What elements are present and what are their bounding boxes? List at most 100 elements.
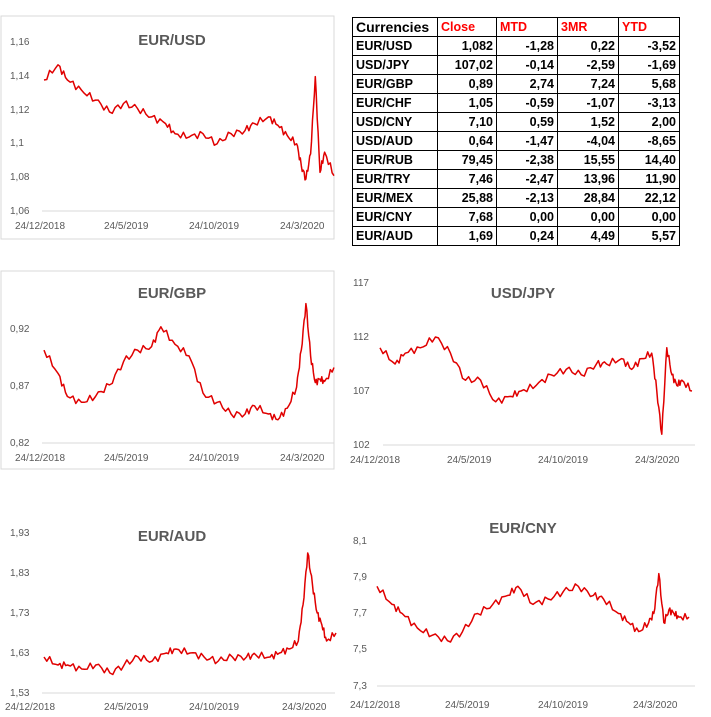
cell-ytd: -1,69 [618,55,680,75]
chart-euraud-xticks: 24/12/2018 24/5/2019 24/10/2019 24/3/202… [5,702,327,713]
chart-usdjpy-svg: USD/JPY 117 112 107 102 24/12/2018 24/5/… [350,278,695,466]
chart-eurusd-svg: EUR/USD 1,16 1,14 1,12 1,1 1,08 1,06 24/… [0,15,335,240]
table-row: EUR/TRY 7,46 -2,47 13,96 11,90 [352,169,680,189]
header-ytd: YTD [618,17,680,37]
chart-eurgbp-xticks: 24/12/2018 24/5/2019 24/10/2019 24/3/202… [15,453,325,464]
chart-usdjpy: USD/JPY 117 112 107 102 24/12/2018 24/5/… [345,270,700,470]
ytick: 1,83 [10,568,30,579]
ytick: 1,14 [10,71,30,82]
cell-mtd: -0,59 [496,93,558,113]
cell-3mr: -4,04 [557,131,619,151]
table-row: EUR/GBP 0,89 2,74 7,24 5,68 [352,74,680,94]
row-name: EUR/TRY [352,169,438,189]
xtick: 24/5/2019 [104,702,149,713]
chart-eurcny-title: EUR/CNY [489,520,557,537]
cell-close: 7,10 [437,112,497,132]
cell-ytd: 22,12 [618,188,680,208]
cell-3mr: 0,00 [557,207,619,227]
cell-3mr: -1,07 [557,93,619,113]
cell-close: 0,89 [437,74,497,94]
cell-3mr: 0,22 [557,36,619,56]
ytick: 117 [353,278,369,289]
cell-mtd: -1,28 [496,36,558,56]
chart-eurusd: EUR/USD 1,16 1,14 1,12 1,1 1,08 1,06 24/… [0,15,335,240]
xtick: 24/12/2018 [350,455,400,466]
chart-eurcny-svg: EUR/CNY 8,1 7,9 7,7 7,5 7,3 24/12/2018 2… [350,520,695,711]
chart-eurcny-xticks: 24/12/2018 24/5/2019 24/10/2019 24/3/202… [350,700,678,711]
row-name: EUR/USD [352,36,438,56]
xtick: 24/5/2019 [104,221,149,232]
cell-3mr: 7,24 [557,74,619,94]
cell-mtd: 0,00 [496,207,558,227]
chart-eurgbp-series-line [43,302,335,421]
header-3mr: 3MR [557,17,619,37]
ytick: 112 [353,332,369,343]
chart-usdjpy-series-line [379,336,693,435]
cell-ytd: 5,57 [618,226,680,246]
cell-mtd: -2,38 [496,150,558,170]
ytick: 7,9 [353,572,367,583]
cell-3mr: -2,59 [557,55,619,75]
xtick: 24/5/2019 [445,700,490,711]
xtick: 24/10/2019 [538,700,588,711]
table-row: EUR/CHF 1,05 -0,59 -1,07 -3,13 [352,93,680,113]
row-name: USD/JPY [352,55,438,75]
cell-close: 1,05 [437,93,497,113]
cell-mtd: -1,47 [496,131,558,151]
chart-usdjpy-xticks: 24/12/2018 24/5/2019 24/10/2019 24/3/202… [350,455,680,466]
table-body: EUR/USD 1,082 -1,28 0,22 -3,52 USD/JPY 107,02-… [352,36,680,246]
row-name: USD/CNY [352,112,438,132]
row-name: EUR/GBP [352,74,438,94]
chart-euraud-svg: EUR/AUD 1,93 1,83 1,73 1,63 1,53 24/12/2… [5,528,337,713]
ytick: 7,3 [353,681,367,692]
ytick: 0,87 [10,381,30,392]
table-header-row: Currencies Close MTD 3MR YTD [352,17,680,37]
xtick: 24/12/2018 [15,221,65,232]
xtick: 24/3/2020 [635,455,680,466]
chart-euraud-series-line [43,552,337,676]
xtick: 24/3/2020 [633,700,678,711]
xtick: 24/3/2020 [280,221,325,232]
ytick: 1,73 [10,608,30,619]
chart-eurusd-yticks: 1,16 1,14 1,12 1,1 1,08 1,06 [10,37,30,217]
chart-euraud: EUR/AUD 1,93 1,83 1,73 1,63 1,53 24/12/2… [0,518,345,717]
chart-eurcny: EUR/CNY 8,1 7,9 7,7 7,5 7,3 24/12/2018 2… [345,518,700,717]
table-row: USD/AUD 0,64 -1,47 -4,04 -8,65 [352,131,680,151]
chart-eurgbp-yticks: 0,92 0,87 0,82 [10,324,30,449]
ytick: 7,7 [353,608,367,619]
ytick: 1,63 [10,648,30,659]
row-name: EUR/MEX [352,188,438,208]
cell-ytd: 0,00 [618,207,680,227]
chart-eurusd-title: EUR/USD [138,32,206,49]
table-row: EUR/MEX 25,88 -2,13 28,84 22,12 [352,188,680,208]
cell-close: 107,02 [437,55,497,75]
xtick: 24/3/2020 [280,453,325,464]
xtick: 24/10/2019 [189,702,239,713]
row-name: USD/AUD [352,131,438,151]
cell-close: 7,46 [437,169,497,189]
cell-close: 0,64 [437,131,497,151]
xtick: 24/12/2018 [350,700,400,711]
row-name: EUR/AUD [352,226,438,246]
xtick: 24/12/2018 [5,702,55,713]
xtick: 24/5/2019 [104,453,149,464]
cell-mtd: 2,74 [496,74,558,94]
row-name: EUR/RUB [352,150,438,170]
ytick: 1,06 [10,206,30,217]
ytick: 0,82 [10,438,30,449]
currencies-table: Currencies Close MTD 3MR YTD EUR/USD 1,08… [352,17,680,246]
cell-3mr: 13,96 [557,169,619,189]
ytick: 1,12 [10,105,30,116]
xtick: 24/10/2019 [538,455,588,466]
cell-3mr: 1,52 [557,112,619,132]
row-name: EUR/CNY [352,207,438,227]
ytick: 1,53 [10,688,30,699]
cell-3mr: 28,84 [557,188,619,208]
table-row: USD/JPY 107,02 -0,14 -2,59 -1,69 [352,55,680,75]
chart-eurgbp: EUR/GBP 0,92 0,87 0,82 24/12/2018 24/5/2… [0,270,335,470]
header-close: Close [437,17,497,37]
ytick: 8,1 [353,536,367,547]
cell-close: 1,69 [437,226,497,246]
cell-close: 1,082 [437,36,497,56]
cell-ytd: -8,65 [618,131,680,151]
